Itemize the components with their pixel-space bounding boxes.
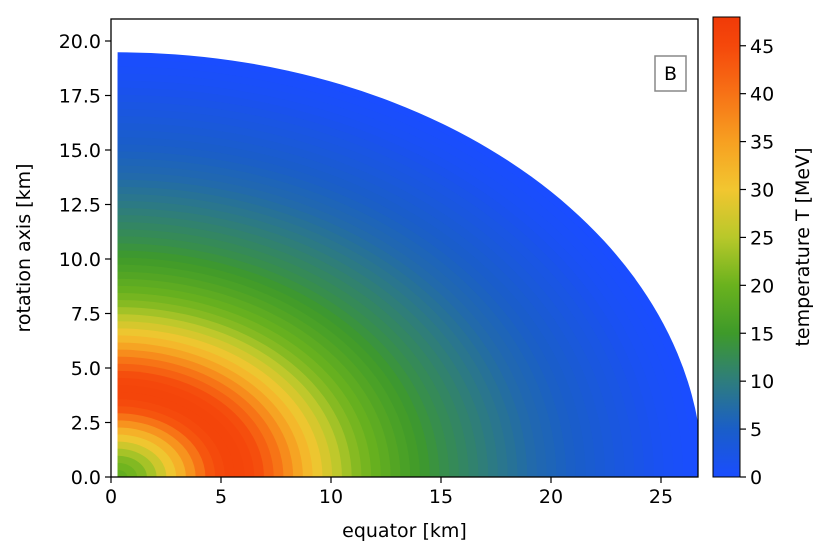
colorbar bbox=[712, 16, 741, 478]
colorbar-tick-label: 30 bbox=[750, 180, 774, 202]
y-tick-label: 17.5 bbox=[59, 86, 101, 108]
colorbar-tick-label: 0 bbox=[750, 467, 762, 489]
temperature-band bbox=[117, 469, 128, 477]
x-tick-label: 5 bbox=[215, 486, 227, 508]
y-tick-label: 15.0 bbox=[59, 140, 101, 162]
plot-frame bbox=[110, 18, 699, 478]
x-axis: 0 5 10 15 20 25 bbox=[105, 477, 673, 508]
x-tick-label: 25 bbox=[649, 486, 673, 508]
x-tick-label: 0 bbox=[105, 486, 117, 508]
temperature-field bbox=[117, 52, 698, 477]
colorbar-tick-label: 45 bbox=[750, 36, 774, 58]
y-tick-label: 7.5 bbox=[71, 304, 101, 326]
x-tick-label: 20 bbox=[539, 486, 563, 508]
colorbar-label: temperature T [MeV] bbox=[792, 147, 814, 346]
colorbar-tick-label: 5 bbox=[750, 419, 762, 441]
colorbar-tick-label: 20 bbox=[750, 275, 774, 297]
x-axis-label: equator [km] bbox=[342, 520, 467, 542]
colorbar-tick-label: 15 bbox=[750, 323, 774, 345]
panel-label-box: B bbox=[654, 55, 687, 92]
colorbar-tick-label: 25 bbox=[750, 227, 774, 249]
panel-label: B bbox=[664, 63, 677, 85]
colorbar-tick-label: 10 bbox=[750, 371, 774, 393]
colorbar-ticks: 0 5 10 15 20 25 30 35 40 45 bbox=[740, 36, 774, 489]
colorbar-tick-label: 40 bbox=[750, 84, 774, 106]
y-tick-label: 12.5 bbox=[59, 195, 101, 217]
x-tick-label: 10 bbox=[319, 486, 343, 508]
y-axis-label: rotation axis [km] bbox=[13, 164, 35, 333]
y-tick-label: 2.5 bbox=[71, 413, 101, 435]
y-tick-label: 0.0 bbox=[71, 467, 101, 489]
x-tick-label: 15 bbox=[429, 486, 453, 508]
colorbar-tick-label: 35 bbox=[750, 132, 774, 154]
y-axis: 0.0 2.5 5.0 7.5 10.0 12.5 15.0 17.5 20.0 bbox=[59, 31, 111, 489]
y-tick-label: 10.0 bbox=[59, 249, 101, 271]
y-tick-label: 5.0 bbox=[71, 358, 101, 380]
y-tick-label: 20.0 bbox=[59, 31, 101, 53]
